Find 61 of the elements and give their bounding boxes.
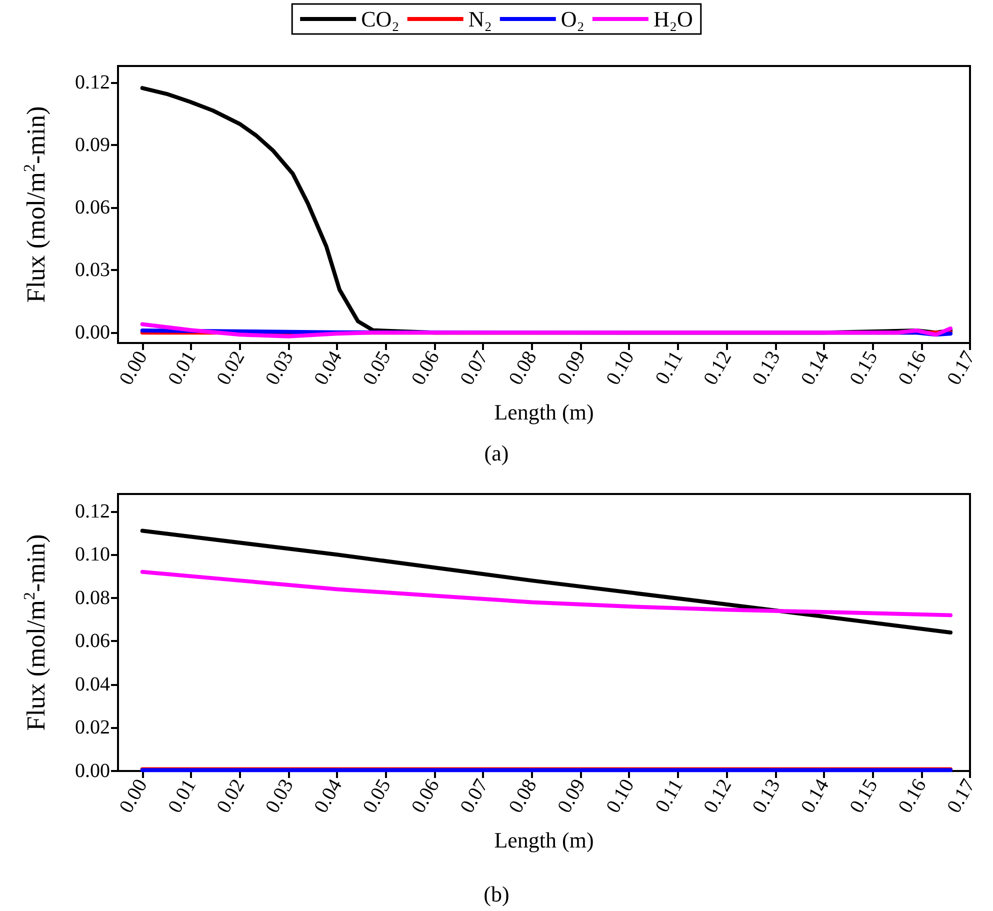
- x-tick-label: 0.04: [310, 348, 347, 389]
- x-tick-label: 0.00: [115, 776, 152, 817]
- y-tick-label: 0.06: [75, 630, 110, 652]
- legend-label: O₂: [560, 6, 584, 32]
- legend-label: N₂: [468, 6, 492, 32]
- x-tick-label: 0.00: [115, 348, 152, 389]
- y-tick-label: 0.00: [75, 322, 110, 344]
- x-tick-label: 0.07: [456, 348, 493, 389]
- x-tick-label: 0.17: [942, 348, 980, 389]
- y-axis-title: Flux (mol/m2-min): [22, 534, 50, 731]
- line-series: [140, 528, 953, 634]
- x-tick-label: 0.01: [164, 776, 201, 817]
- legend-label: H₂O: [653, 6, 693, 32]
- x-tick-label: 0.16: [894, 348, 931, 389]
- y-tick-label: 0.10: [75, 544, 110, 566]
- y-tick-label: 0.09: [75, 134, 110, 156]
- x-tick-label: 0.02: [212, 348, 250, 389]
- y-axis-title: Flux (mol/m2-min): [22, 106, 50, 303]
- y-tick-label: 0.02: [75, 716, 110, 739]
- x-tick-label: 0.13: [748, 776, 785, 817]
- x-axis-title: Length (m): [494, 400, 594, 424]
- x-tick-label: 0.05: [358, 348, 396, 389]
- x-tick-label: 0.07: [456, 776, 493, 817]
- x-tick-label: 0.10: [602, 348, 639, 389]
- x-tick-label: 0.16: [894, 776, 931, 817]
- x-tick-label: 0.03: [261, 348, 298, 389]
- x-axis-title: Length (m): [494, 828, 594, 852]
- x-tick-label: 0.11: [651, 776, 688, 816]
- y-tick-label: 0.12: [75, 72, 110, 94]
- x-tick-label: 0.05: [358, 776, 396, 817]
- text: (a): [484, 440, 509, 466]
- text: (b): [484, 882, 510, 906]
- x-tick-label: 0.10: [602, 776, 639, 817]
- x-tick-label: 0.12: [700, 348, 736, 389]
- x-tick-label: 0.09: [553, 776, 590, 817]
- legend-label: CO₂: [361, 6, 400, 32]
- y-tick-label: 0.06: [75, 196, 110, 219]
- x-tick-label: 0.11: [651, 348, 688, 388]
- x-tick-label: 0.08: [504, 348, 542, 389]
- x-tick-label: 0.03: [261, 776, 298, 817]
- x-tick-label: 0.12: [700, 776, 736, 817]
- x-tick-label: 0.09: [553, 348, 590, 389]
- x-tick-label: 0.17: [942, 776, 980, 817]
- line-series: [140, 322, 953, 338]
- x-tick-label: 0.04: [310, 776, 347, 817]
- y-tick-label: 0.12: [75, 500, 110, 522]
- x-tick-label: 0.14: [796, 776, 834, 817]
- x-tick-label: 0.14: [796, 348, 834, 389]
- line-series: [140, 570, 953, 618]
- x-tick-label: 0.15: [846, 776, 882, 817]
- x-tick-label: 0.01: [164, 348, 201, 389]
- x-tick-label: 0.06: [407, 348, 444, 389]
- y-tick-label: 0.00: [75, 760, 110, 782]
- y-tick-label: 0.08: [75, 586, 110, 609]
- x-tick-label: 0.02: [212, 776, 250, 817]
- x-tick-label: 0.15: [846, 348, 882, 389]
- y-tick-label: 0.03: [75, 259, 110, 282]
- x-tick-label: 0.06: [407, 776, 444, 817]
- x-tick-label: 0.08: [504, 776, 542, 817]
- x-tick-label: 0.13: [748, 348, 785, 389]
- y-tick-label: 0.04: [75, 673, 110, 696]
